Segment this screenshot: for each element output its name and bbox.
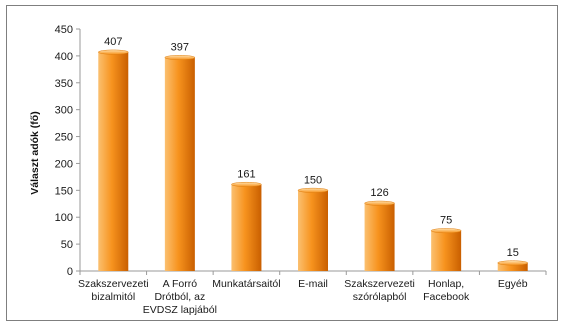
bar	[364, 203, 395, 271]
data-label: 75	[440, 215, 452, 227]
x-tick-label-line: Szakszervezeti	[344, 278, 415, 290]
x-tick-label: Egyéb	[498, 278, 528, 290]
x-tick-label-line: Honlap,	[428, 278, 464, 290]
y-tick-label: 250	[55, 132, 73, 144]
x-tick-label-line: EVDSZ lapjából	[143, 304, 217, 316]
x-tick-label-line: szórólapból	[353, 291, 407, 303]
x-tick-label-line: Drótból, az	[154, 291, 205, 303]
bar-cap	[430, 228, 462, 234]
y-tick-label: 400	[55, 51, 73, 63]
x-tick-label: Munkatársaitól	[212, 278, 280, 290]
bar	[98, 52, 129, 271]
y-tick-label: 200	[55, 158, 73, 170]
chart-frame	[6, 5, 558, 321]
bar	[164, 57, 195, 271]
axes-group: 0 50 100 150 200 250 300 350 400 450	[55, 24, 547, 278]
x-tick-label: Szakszervezeti szórólapból	[344, 278, 415, 303]
x-tick-label-line: Facebook	[423, 291, 470, 303]
bar-cap	[497, 260, 528, 266]
x-tick-label-line: bizalmitól	[91, 291, 135, 303]
data-label: 15	[507, 247, 519, 259]
x-tick-label: Szakszervezeti bizalmitól	[78, 278, 149, 303]
x-tick-label-line: E-mail	[298, 278, 328, 290]
data-label: 150	[304, 174, 322, 186]
x-tick-label-line: Egyéb	[498, 278, 528, 290]
bar-cap	[297, 187, 329, 193]
data-label: 397	[171, 42, 189, 54]
data-label: 161	[237, 168, 255, 180]
data-label: 126	[370, 187, 388, 199]
y-tick-label: 300	[55, 105, 73, 117]
y-tick-label: 0	[67, 266, 73, 278]
bar-cap	[231, 181, 262, 187]
y-axis-label: Választ adók (fő)	[29, 111, 41, 194]
bar-cap	[364, 200, 395, 206]
x-tick-label-line: Szakszervezeti	[78, 278, 149, 290]
y-tick-label: 50	[61, 239, 73, 251]
y-tick-label: 450	[55, 24, 73, 36]
x-tick-label: E-mail	[298, 278, 328, 290]
y-tick-label: 100	[55, 212, 73, 224]
bar	[298, 190, 328, 271]
x-tick-label-line: A Forró	[163, 278, 198, 290]
y-tick-label: 350	[55, 78, 73, 90]
bars-group	[98, 49, 528, 271]
bar-cap	[98, 49, 129, 55]
data-label: 407	[104, 36, 122, 48]
bar	[231, 184, 262, 271]
y-tick-label: 150	[55, 185, 73, 197]
bar	[497, 262, 528, 271]
x-tick-label-line: Munkatársaitól	[212, 278, 280, 290]
bar-cap	[164, 55, 196, 60]
bar	[431, 230, 462, 271]
x-tick-label: A Forró Drótból, az EVDSZ lapjából	[143, 278, 217, 316]
x-tick-label: Honlap, Facebook	[423, 278, 470, 303]
